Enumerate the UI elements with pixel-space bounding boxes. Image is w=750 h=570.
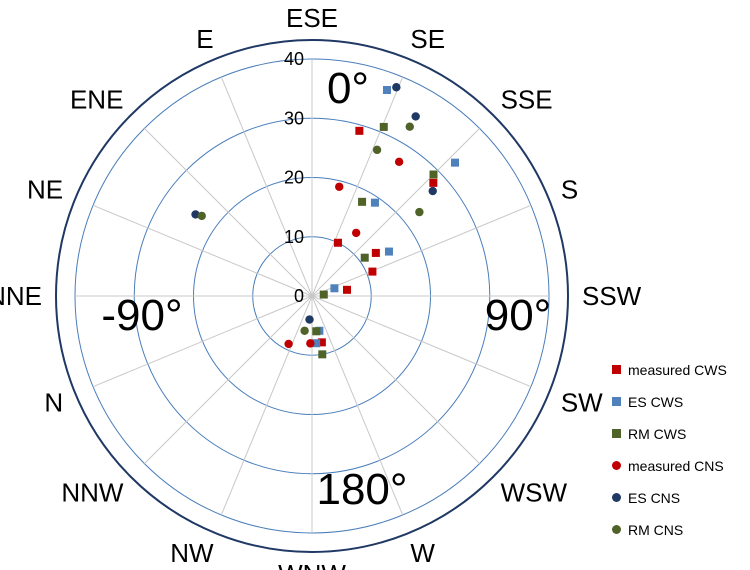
legend-marker-square <box>612 365 621 374</box>
data-points <box>191 83 459 359</box>
data-point-circle <box>306 339 315 348</box>
compass-label: S <box>561 175 578 205</box>
data-point-circle <box>372 145 382 155</box>
compass-label: WNW <box>278 559 346 570</box>
data-point-square <box>384 247 393 256</box>
data-point-square <box>312 327 321 336</box>
data-point-circle <box>411 112 420 121</box>
spoke-line <box>92 204 313 297</box>
data-point-square <box>360 253 369 262</box>
spoke-line <box>311 295 532 388</box>
data-point-square <box>370 198 379 207</box>
legend-marker-square <box>612 397 621 406</box>
radial-tick-labels: 0 10 20 30 40 <box>284 49 304 306</box>
data-point-square <box>319 290 328 299</box>
data-point-circle <box>335 182 344 191</box>
angular-spokes <box>75 59 549 533</box>
legend-entry-label: measured CWS <box>628 362 727 378</box>
data-point-square <box>450 158 459 167</box>
spoke-line <box>144 128 313 297</box>
spoke-line <box>311 295 404 516</box>
data-point-square <box>312 339 321 348</box>
data-point-circle <box>305 315 314 324</box>
data-point-square <box>355 126 364 135</box>
angle-label: -90° <box>101 291 182 340</box>
outer-ring <box>55 39 569 553</box>
angle-labels: 0° 90° 180° -90° <box>101 64 551 514</box>
data-point-circle <box>300 326 309 335</box>
spoke-line <box>311 204 532 297</box>
spoke-line <box>311 128 480 297</box>
data-point-square <box>379 122 388 131</box>
compass-label: WSW <box>501 478 568 508</box>
compass-label: SW <box>561 387 603 417</box>
data-point-circle <box>394 157 404 167</box>
compass-label: E <box>196 24 213 54</box>
compass-labels: ESE SE SSE S SSW SW WSW W WNW NW NNW N NNE NE ENE E <box>0 3 642 570</box>
data-point-circle <box>415 207 424 217</box>
data-point-square <box>343 285 352 294</box>
data-point-square <box>318 350 327 359</box>
spoke-line <box>311 295 480 464</box>
legend-entry-label: measured CNS <box>628 458 724 474</box>
data-point-circle <box>351 228 361 238</box>
data-point-square <box>429 178 438 187</box>
data-point-square <box>429 170 438 179</box>
angle-label: 180° <box>316 465 407 514</box>
legend-entry-label: ES CWS <box>628 394 683 410</box>
compass-label: N <box>44 387 63 417</box>
compass-label: NNE <box>0 281 42 311</box>
radial-tick-label: 20 <box>284 168 304 188</box>
compass-label: NNW <box>61 478 124 508</box>
legend-marker-circle <box>612 525 621 534</box>
compass-label: ENE <box>70 84 123 114</box>
radial-tick-label: 30 <box>284 108 304 128</box>
data-point-circle <box>392 83 401 92</box>
data-point-circle <box>428 186 437 196</box>
legend-marker-square <box>612 429 621 438</box>
compass-label: SSE <box>501 84 553 114</box>
data-point-circle <box>405 122 414 131</box>
data-point-square <box>358 197 367 206</box>
compass-label: ESE <box>286 3 338 33</box>
legend-entry-label: RM CWS <box>628 426 686 442</box>
compass-label: SSW <box>582 281 642 311</box>
angle-label: 0° <box>327 64 369 113</box>
legend-marker-circle <box>612 461 621 470</box>
data-point-circle <box>197 211 206 221</box>
radial-tick-label: 0 <box>294 286 304 306</box>
data-point-square <box>371 248 380 257</box>
compass-label: SE <box>410 24 445 54</box>
radial-tick-label: 10 <box>284 227 304 247</box>
data-point-square <box>382 85 391 94</box>
legend-marker-circle <box>612 493 621 502</box>
spoke-line <box>144 295 313 464</box>
legend-entry-label: RM CNS <box>628 522 683 538</box>
spoke-line <box>220 76 313 297</box>
spoke-line <box>311 76 404 297</box>
compass-label: W <box>410 538 435 568</box>
angle-label: 90° <box>485 291 552 340</box>
legend-entry-label: ES CNS <box>628 490 680 506</box>
data-point-square <box>333 238 342 247</box>
data-point-square <box>330 284 339 293</box>
data-point-square <box>368 267 377 276</box>
data-point-square <box>317 338 326 347</box>
spoke-line <box>220 295 313 516</box>
compass-label: NE <box>27 175 63 205</box>
radial-tick-label: 40 <box>284 49 304 69</box>
compass-label: NW <box>170 538 214 568</box>
spoke-line <box>92 295 313 388</box>
legend: measured CWS ES CWS RM CWS measured CNS ES C… <box>612 362 727 538</box>
data-point-circle <box>284 339 293 349</box>
